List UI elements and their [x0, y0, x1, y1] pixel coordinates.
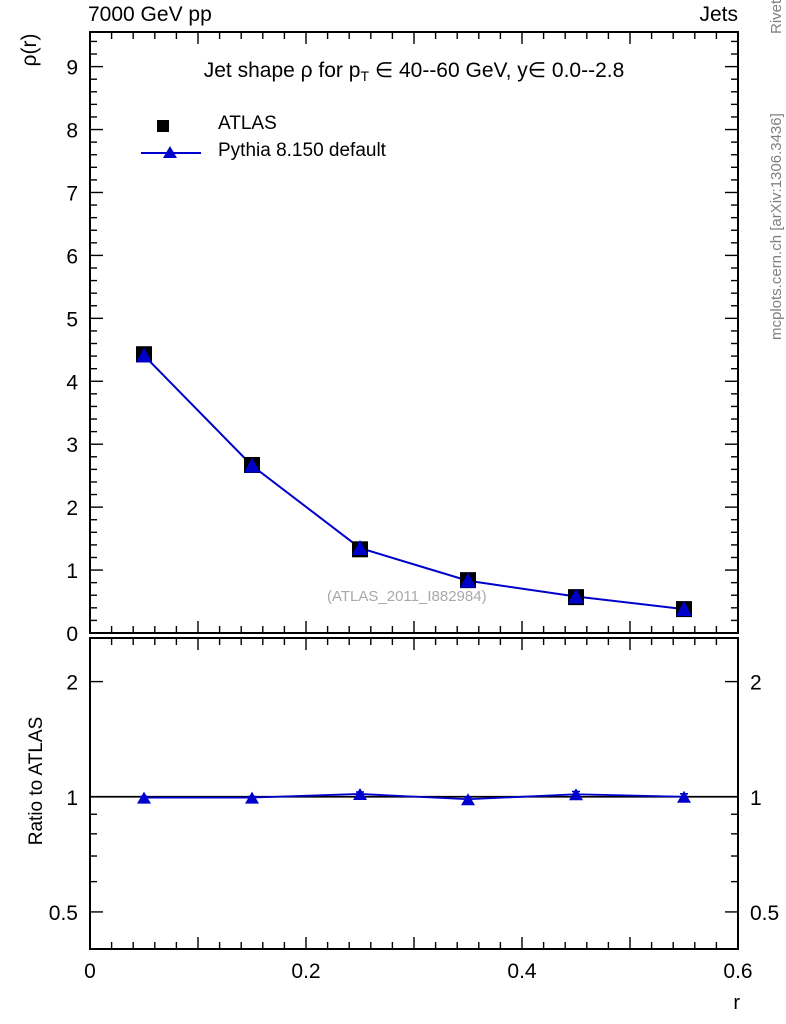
ratio-y-tick-label: 1 [66, 787, 78, 810]
ratio-panel-frame [89, 637, 739, 950]
x-axis-label: r [733, 992, 740, 1014]
ratio-y-tick-label-right: 0.5 [750, 902, 779, 925]
pythia-data-marker [676, 601, 692, 617]
pythia-data-marker [136, 347, 152, 363]
main-y-tick-label: 5 [66, 308, 78, 331]
ratio-y-tick-label-right: 1 [750, 787, 762, 810]
x-tick-label: 0 [84, 960, 96, 983]
legend-label-atlas: ATLAS [218, 113, 277, 134]
analysis-id-watermark: (ATLAS_2011_I882984) [327, 588, 487, 605]
x-tick-label: 0.2 [291, 960, 320, 983]
ratio-y-tick-label: 2 [66, 672, 78, 695]
pythia-main-line [143, 354, 685, 611]
beam-energy-label: 7000 GeV pp [88, 3, 212, 26]
pythia-ratio-marker [245, 791, 259, 804]
main-y-tick-label: 2 [66, 497, 78, 520]
x-tick-label: 0.6 [723, 960, 752, 983]
main-y-tick-label: 4 [66, 371, 78, 394]
pythia-data-marker [460, 572, 476, 588]
plot-title-main: Jet shape ρ for p [203, 59, 361, 82]
main-y-tick-label: 1 [66, 560, 78, 583]
pythia-ratio-marker [569, 788, 583, 801]
main-y-tick-label: 7 [66, 182, 78, 205]
main-y-tick-label: 9 [66, 57, 78, 80]
pythia-ratio-marker [353, 787, 367, 800]
plot-title-subscript: T [360, 68, 369, 84]
main-y-tick-label: 6 [66, 245, 78, 268]
pythia-ratio-marker [461, 793, 475, 806]
square-marker-icon [157, 120, 169, 132]
ratio-y-tick-label: 0.5 [49, 902, 78, 925]
pythia-ratio-marker [677, 790, 691, 803]
pythia-data-marker [352, 540, 368, 556]
pythia-data-marker [244, 457, 260, 473]
ratio-y-tick-label-right: 2 [750, 672, 762, 695]
triangle-marker-icon [163, 146, 177, 158]
pythia-data-marker [568, 588, 584, 604]
main-y-tick-label: 0 [66, 623, 78, 646]
main-y-tick-label: 3 [66, 434, 78, 457]
plot-title: Jet shape ρ for pT ∈ 40--60 GeV, y∈ 0.0-… [90, 58, 738, 84]
main-panel-frame [89, 31, 739, 634]
legend-label-pythia: Pythia 8.150 default [218, 140, 386, 161]
plot-title-rest: ∈ 40--60 GeV, y∈ 0.0--2.8 [369, 59, 625, 82]
analysis-category-label: Jets [699, 3, 738, 26]
x-tick-label: 0.4 [507, 960, 537, 983]
main-y-tick-label: 8 [66, 120, 78, 143]
pythia-ratio-marker [137, 791, 151, 804]
pythia-ratio-line [144, 793, 685, 801]
